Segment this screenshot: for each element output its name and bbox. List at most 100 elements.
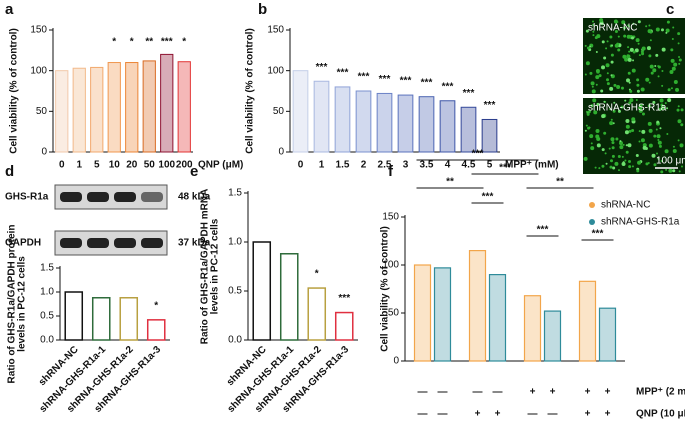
panel-label: b — [258, 1, 267, 18]
comparison-label: *** — [537, 225, 549, 236]
cell-signal — [587, 126, 591, 130]
cell-signal — [648, 143, 653, 148]
bar — [418, 96, 435, 153]
cell-signal — [677, 42, 680, 45]
cell-signal — [632, 22, 635, 25]
cell-signal — [625, 150, 629, 154]
condition-mark: — — [493, 387, 503, 398]
cell-signal — [647, 104, 651, 108]
cell-signal — [612, 109, 616, 113]
significance-label: *** — [338, 293, 350, 304]
y-tick-label: 1.0 — [40, 287, 54, 298]
cell-signal — [618, 141, 623, 146]
cell-signal — [596, 102, 600, 106]
condition-mark: + — [585, 409, 591, 420]
cell-signal — [601, 114, 606, 119]
cell-signal — [595, 75, 600, 80]
bar — [397, 94, 414, 153]
cell-signal — [680, 123, 684, 127]
cell-signal — [666, 107, 669, 110]
cell-signal — [611, 146, 615, 150]
cell-signal — [652, 100, 656, 104]
x-tick-label: 1.5 — [336, 160, 350, 171]
cell-signal — [584, 44, 587, 47]
panel-label: d — [5, 163, 14, 180]
cell-signal — [622, 143, 625, 146]
y-tick-label: 150 — [382, 212, 399, 223]
cell-signal — [609, 35, 613, 39]
significance-label: *** — [484, 100, 496, 111]
cell-signal — [626, 78, 631, 83]
significance-label: *** — [337, 68, 349, 79]
cell-signal — [678, 170, 681, 173]
y-axis-label: Ratio of GHS-R1a/GAPDH protein — [7, 225, 18, 384]
cell-signal — [655, 53, 659, 57]
image-label: shRNA-GHS-R1a — [588, 103, 667, 114]
significance-label: * — [112, 37, 116, 48]
cell-signal — [660, 170, 664, 174]
cell-signal — [627, 57, 632, 62]
cell-signal — [601, 40, 605, 44]
cell-signal — [666, 20, 670, 24]
cell-signal — [584, 129, 587, 132]
cell-signal — [667, 98, 672, 103]
cell-signal — [680, 108, 684, 112]
cell-signal — [635, 154, 639, 158]
significance-label: * — [182, 37, 186, 48]
cell-signal — [669, 69, 674, 74]
cell-signal — [592, 98, 597, 103]
cell-signal — [601, 164, 605, 168]
cell-signal — [641, 52, 645, 56]
cell-signal — [666, 132, 669, 135]
cell-signal — [617, 169, 620, 172]
blot-band-label: GHS-R1a — [5, 192, 49, 203]
cell-signal — [678, 62, 681, 65]
x-tick-label: 20 — [126, 160, 138, 171]
cell-signal — [593, 110, 598, 115]
cell-signal — [671, 38, 674, 41]
cell-signal — [649, 39, 652, 42]
blot-band — [141, 238, 163, 248]
cell-signal — [627, 71, 631, 75]
y-tick-label: 150 — [30, 25, 47, 36]
x-tick-label: 4.5 — [462, 160, 476, 171]
cell-signal — [664, 149, 669, 154]
cell-signal — [649, 64, 654, 69]
cell-signal — [672, 145, 675, 148]
cell-signal — [594, 166, 597, 169]
bar — [107, 62, 121, 153]
cell-signal — [638, 105, 643, 110]
cell-signal — [631, 129, 635, 133]
significance-label: *** — [421, 77, 433, 88]
cell-signal — [642, 145, 647, 150]
cell-signal — [590, 146, 595, 151]
cell-signal — [624, 99, 627, 102]
cell-signal — [647, 121, 652, 126]
cell-signal — [591, 85, 594, 88]
legend-marker — [589, 219, 595, 225]
y-tick-label: 1.0 — [228, 237, 242, 248]
bar — [279, 253, 299, 341]
cell-signal — [631, 36, 635, 40]
bar — [376, 92, 393, 153]
scale-bar-label: 100 μm — [656, 156, 685, 167]
cell-signal — [656, 120, 660, 124]
cell-signal — [591, 89, 596, 94]
cell-signal — [638, 54, 641, 57]
x-tick-label: 1 — [76, 160, 82, 171]
cell-signal — [676, 108, 680, 112]
cell-signal — [629, 98, 634, 103]
cell-signal — [590, 81, 595, 86]
cell-signal — [654, 65, 657, 68]
cell-signal — [605, 47, 608, 50]
blot-band — [114, 192, 136, 202]
cell-signal — [653, 134, 657, 138]
cell-signal — [641, 112, 645, 116]
significance-label: *** — [442, 81, 454, 92]
cell-signal — [623, 26, 627, 30]
cell-signal — [650, 71, 654, 75]
comparison-label: *** — [482, 192, 494, 203]
cell-signal — [632, 59, 635, 62]
panel-label: f — [388, 163, 394, 180]
cell-signal — [613, 101, 616, 104]
